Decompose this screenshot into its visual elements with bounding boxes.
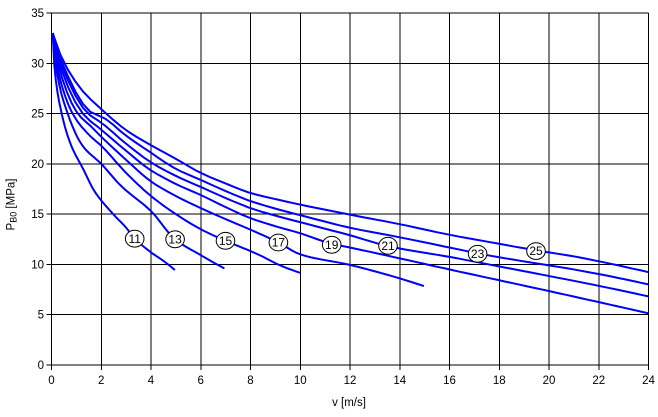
svg-text:10: 10: [294, 375, 307, 387]
svg-text:25: 25: [31, 109, 44, 121]
svg-text:10: 10: [31, 259, 44, 271]
svg-text:4: 4: [148, 375, 155, 387]
svg-text:20: 20: [31, 159, 44, 171]
svg-text:30: 30: [31, 58, 44, 70]
svg-text:6: 6: [198, 375, 204, 387]
svg-text:25: 25: [529, 244, 543, 258]
svg-text:21: 21: [381, 239, 395, 253]
svg-text:20: 20: [543, 375, 556, 387]
svg-text:0: 0: [38, 360, 44, 372]
svg-text:24: 24: [642, 375, 655, 387]
svg-text:8: 8: [247, 375, 253, 387]
svg-text:18: 18: [493, 375, 506, 387]
svg-text:0: 0: [48, 375, 54, 387]
svg-text:PB0 [MPa]: PB0 [MPa]: [6, 179, 19, 231]
svg-text:15: 15: [219, 234, 233, 248]
svg-text:22: 22: [592, 375, 605, 387]
svg-text:19: 19: [325, 238, 339, 252]
svg-text:17: 17: [272, 236, 286, 250]
svg-text:15: 15: [31, 209, 44, 221]
svg-text:16: 16: [443, 375, 456, 387]
svg-text:12: 12: [344, 375, 357, 387]
svg-text:2: 2: [98, 375, 104, 387]
svg-text:11: 11: [128, 232, 141, 246]
svg-text:35: 35: [31, 8, 44, 20]
svg-text:14: 14: [393, 375, 406, 387]
svg-text:5: 5: [38, 310, 44, 322]
svg-text:13: 13: [168, 232, 182, 246]
svg-text:v [m/s]: v [m/s]: [332, 397, 366, 409]
svg-text:23: 23: [471, 247, 485, 261]
